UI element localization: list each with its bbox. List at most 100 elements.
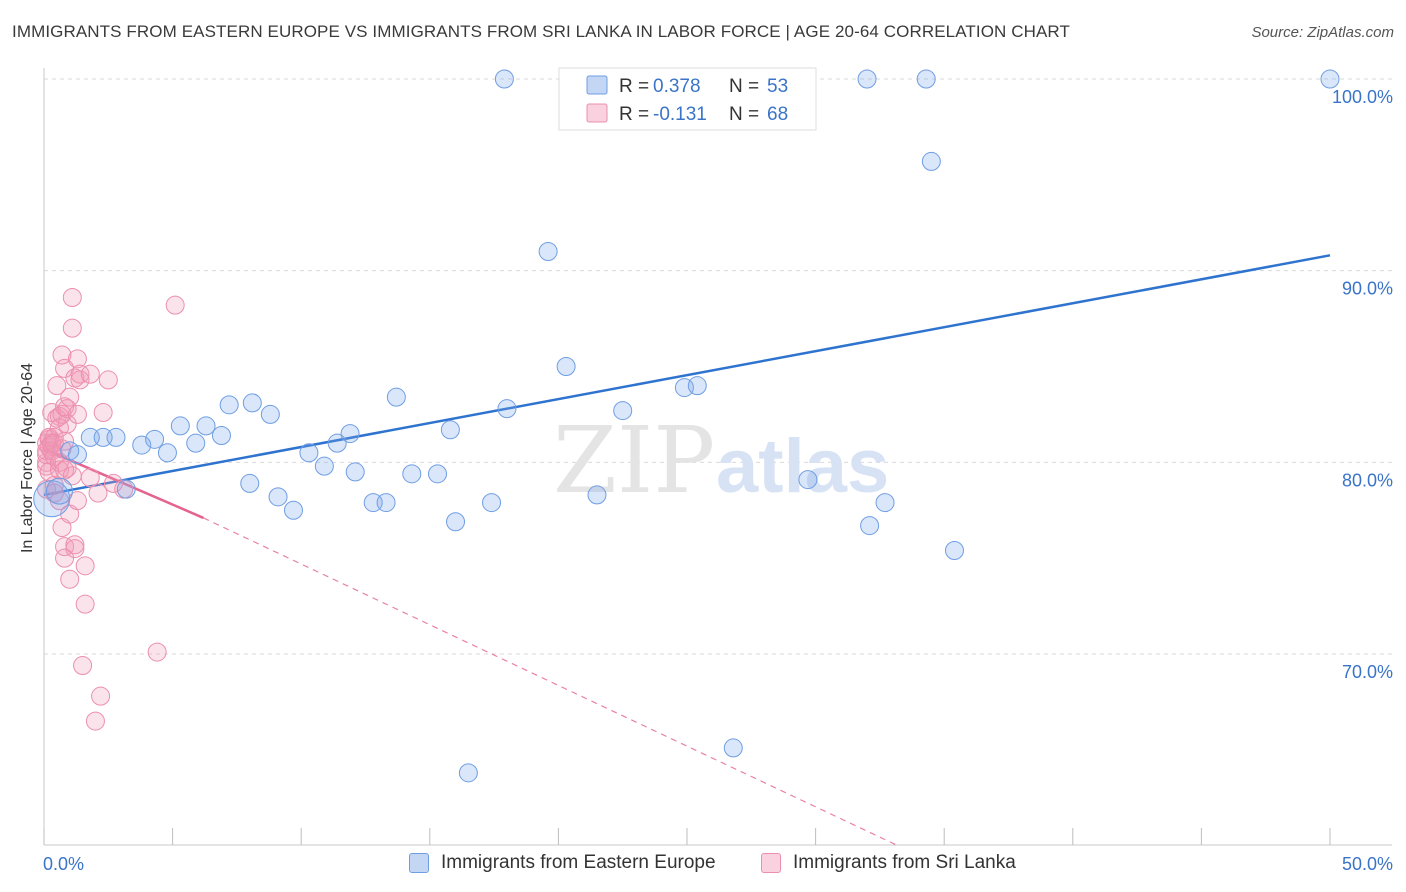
point-sri-lanka [57,399,77,419]
point-eastern-europe [242,393,262,413]
point-eastern-europe [386,387,406,407]
trend-line-eastern-europe [43,254,1331,497]
point-eastern-europe [67,445,87,465]
legend-label-eastern-europe: Immigrants from Eastern Europe [441,852,716,873]
point-sri-lanka [73,656,93,675]
point-sri-lanka [165,295,185,315]
point-eastern-europe [376,493,396,513]
point-eastern-europe [116,479,136,499]
point-sri-lanka [80,364,100,384]
point-sri-lanka [57,414,77,434]
point-eastern-europe [428,464,448,484]
point-eastern-europe [1320,69,1340,89]
point-eastern-europe [497,399,517,419]
point-eastern-europe [482,493,502,513]
point-eastern-europe [857,69,877,89]
legend-n-label: N = [729,104,759,125]
point-sri-lanka [60,387,80,407]
legend-r-label: R = [619,76,649,97]
point-sri-lanka [70,364,90,384]
x-tick-label-max: 50.0% [1342,854,1393,874]
point-eastern-europe [157,443,177,463]
point-sri-lanka [67,349,87,369]
point-eastern-europe [556,357,576,376]
point-sri-lanka [44,427,64,447]
grid-lines [44,78,1392,655]
point-sri-lanka [85,711,105,731]
point-sri-lanka [62,318,82,338]
legend-swatch [586,75,608,95]
watermark-atlas: atlas [716,424,889,509]
point-eastern-europe [723,738,743,758]
point-eastern-europe [921,151,941,171]
point-eastern-europe [944,541,964,560]
legend-item-sri-lanka: Immigrants from Sri Lanka [761,852,1016,874]
point-sri-lanka [93,403,113,422]
point-eastern-europe [45,477,73,505]
point-sri-lanka [103,473,123,493]
y-tick-label: 80.0% [1342,470,1393,490]
legend-n-value: 53 [767,76,788,97]
point-eastern-europe [340,424,360,444]
legend-swatch-eastern-europe [409,853,429,873]
point-eastern-europe [211,426,231,445]
point-eastern-europe [240,473,260,493]
point-sri-lanka [47,376,67,396]
point-sri-lanka [75,556,95,576]
point-sri-lanka [91,686,111,706]
y-tick-label: 100.0% [1332,87,1393,107]
point-sri-lanka [65,539,85,559]
point-sri-lanka [49,460,69,480]
point-eastern-europe [345,462,365,482]
point-sri-lanka [42,435,62,455]
x-tick-labels: 0.0% 50.0% [43,854,1393,874]
point-eastern-europe [196,416,216,436]
point-sri-lanka [62,288,82,307]
point-sri-lanka [75,594,95,614]
point-eastern-europe [314,456,334,476]
legend-r-value: -0.131 [653,104,707,125]
correlation-legend: R = 0.378 N = 53 R = -0.131 N = 68 [558,67,817,131]
point-eastern-europe [186,433,206,453]
legend-r-value: 0.378 [653,76,701,97]
point-eastern-europe [587,485,607,505]
point-sri-lanka [147,642,167,662]
legend-label-sri-lanka: Immigrants from Sri Lanka [793,852,1016,873]
watermark-zip: ZIP [553,407,715,514]
correlation-legend-box [558,67,817,131]
point-sri-lanka [67,404,87,424]
point-eastern-europe [875,493,895,513]
legend-n-value: 68 [767,104,788,125]
point-eastern-europe [860,516,880,536]
point-eastern-europe [132,435,152,455]
point-sri-lanka [52,404,72,424]
point-eastern-europe [402,464,422,484]
point-eastern-europe [440,420,460,440]
point-sri-lanka [60,569,80,589]
point-eastern-europe [106,427,126,447]
legend-swatch-sri-lanka [761,853,781,873]
axes [43,68,1392,846]
point-sri-lanka [70,370,90,390]
point-eastern-europe [446,512,466,532]
point-eastern-europe [219,395,239,415]
point-eastern-europe [687,376,707,396]
x-tick-label-min: 0.0% [43,854,84,874]
y-tick-label: 70.0% [1342,662,1393,682]
point-eastern-europe [283,500,303,520]
point-eastern-europe [260,404,280,424]
point-eastern-europe [145,429,165,449]
chart-title: IMMIGRANTS FROM EASTERN EUROPE VS IMMIGR… [12,22,1070,41]
legend-swatch [586,103,608,123]
point-eastern-europe [494,69,514,89]
series-legend: Immigrants from Eastern Europe Immigrant… [0,850,1406,880]
point-eastern-europe [613,401,633,421]
trend-lines [43,254,1331,847]
point-eastern-europe [268,487,288,507]
legend-r-label: R = [619,104,649,125]
y-axis-title: In Labor Force | Age 20-64 [19,362,36,554]
point-eastern-europe [327,433,347,453]
point-sri-lanka [98,370,118,390]
trend-line-sri-lanka-extrapolated [203,517,899,847]
